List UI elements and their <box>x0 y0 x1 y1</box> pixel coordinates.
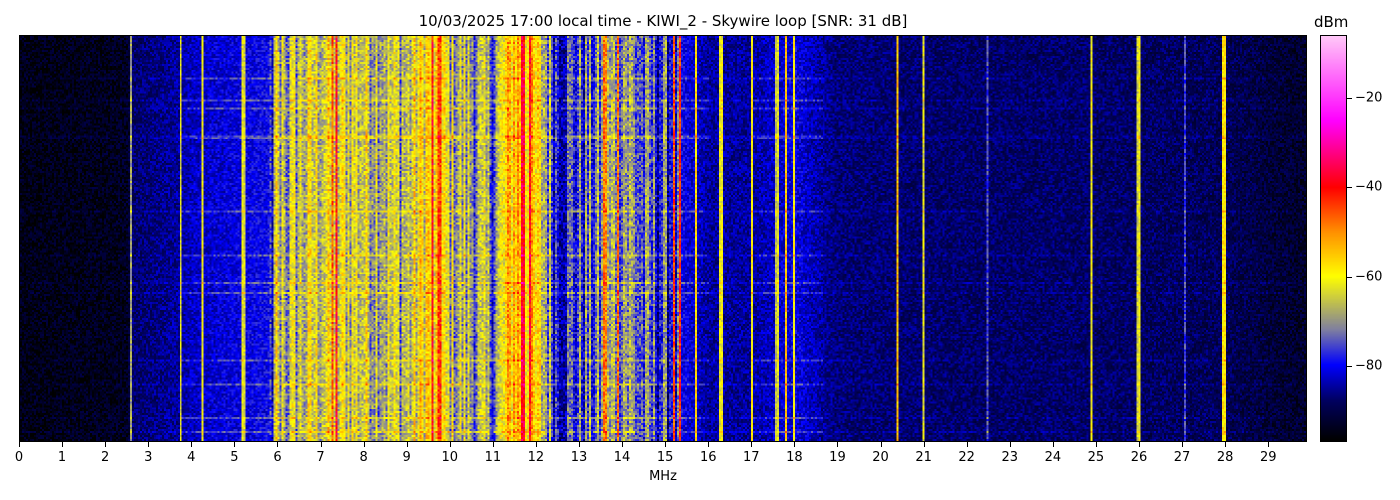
x-tick-label: 7 <box>316 450 325 465</box>
colorbar-tick <box>1347 97 1352 99</box>
x-tick-label: 9 <box>402 450 411 465</box>
x-tick-label: 3 <box>144 450 153 465</box>
x-tick-label: 15 <box>656 450 674 465</box>
x-tick-label: 25 <box>1087 450 1105 465</box>
x-tick-label: 5 <box>230 450 239 465</box>
x-tick <box>1095 442 1097 447</box>
x-tick-label: 11 <box>484 450 502 465</box>
x-tick <box>880 442 882 447</box>
x-tick-label: 6 <box>273 450 282 465</box>
x-tick <box>148 442 150 447</box>
x-tick <box>966 442 968 447</box>
x-tick-label: 2 <box>101 450 110 465</box>
x-tick <box>105 442 107 447</box>
colorbar-tick <box>1347 365 1352 367</box>
x-tick-label: 22 <box>958 450 975 465</box>
x-tick-label: 4 <box>187 450 196 465</box>
colorbar-label: dBm <box>1314 13 1349 31</box>
x-tick-label: 19 <box>829 450 846 465</box>
x-tick <box>622 442 624 447</box>
x-tick-label: 17 <box>743 450 760 465</box>
x-tick-label: 16 <box>699 450 717 465</box>
x-tick <box>1009 442 1011 447</box>
colorbar <box>1320 35 1347 442</box>
x-tick <box>320 442 322 447</box>
x-tick <box>751 442 753 447</box>
x-tick-label: 27 <box>1173 450 1191 465</box>
x-tick <box>1225 442 1227 447</box>
x-tick-label: 12 <box>527 450 545 465</box>
x-tick-label: 28 <box>1216 450 1234 465</box>
colorbar-tick-label: −60 <box>1355 269 1383 285</box>
x-tick <box>923 442 925 447</box>
x-tick-label: 23 <box>1001 450 1019 465</box>
x-tick <box>234 442 236 447</box>
x-axis-label: MHz <box>649 469 677 484</box>
x-tick-label: 10 <box>441 450 459 465</box>
x-tick <box>363 442 365 447</box>
x-tick <box>449 442 451 447</box>
x-tick-label: 8 <box>359 450 368 465</box>
x-tick <box>191 442 193 447</box>
x-tick-label: 13 <box>570 450 588 465</box>
x-tick-label: 18 <box>786 450 803 465</box>
x-tick-label: 21 <box>915 450 932 465</box>
x-tick <box>665 442 667 447</box>
colorbar-tick <box>1347 187 1352 189</box>
colorbar-tick <box>1347 276 1352 278</box>
x-tick <box>406 442 408 447</box>
x-tick <box>492 442 494 447</box>
colorbar-gradient <box>1321 36 1346 441</box>
x-tick-label: 14 <box>613 450 631 465</box>
colorbar-tick-label: −20 <box>1355 90 1383 106</box>
x-tick <box>19 442 20 447</box>
x-tick-label: 1 <box>57 450 67 465</box>
x-tick <box>794 442 796 447</box>
x-tick-label: 26 <box>1130 450 1148 465</box>
x-tick-label: 20 <box>872 450 889 465</box>
x-tick <box>62 442 64 447</box>
colorbar-tick-label: −80 <box>1355 358 1383 374</box>
x-tick <box>1139 442 1140 447</box>
chart-title: 10/03/2025 17:00 local time - KIWI_2 - S… <box>418 12 908 30</box>
spectrogram-heatmap <box>20 36 1306 441</box>
x-tick <box>535 442 537 447</box>
x-tick-label: 0 <box>14 450 24 465</box>
colorbar-tick-label: −40 <box>1355 179 1383 195</box>
x-tick <box>277 442 279 447</box>
x-tick <box>837 442 839 447</box>
x-tick <box>579 442 580 447</box>
spectrogram-plot-area <box>19 35 1307 442</box>
x-tick-label: 29 <box>1259 450 1277 465</box>
x-tick-label: 24 <box>1044 450 1062 465</box>
x-tick <box>708 442 710 447</box>
x-tick <box>1268 442 1270 447</box>
x-tick <box>1052 442 1054 447</box>
x-tick <box>1182 442 1184 447</box>
